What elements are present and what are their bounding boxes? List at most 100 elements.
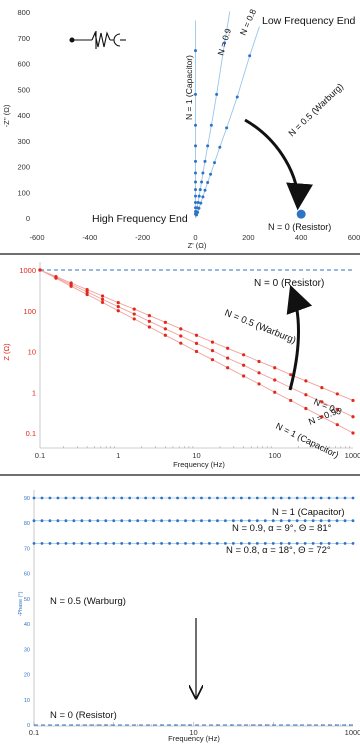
data-point (257, 382, 261, 386)
data-point (72, 496, 76, 500)
data-point (128, 496, 132, 500)
y-tick-label: 100 (23, 307, 36, 316)
data-point (273, 378, 277, 382)
data-point (225, 126, 229, 130)
data-point (335, 519, 339, 523)
data-point (72, 542, 76, 545)
phase-y-axis-title: -Phase (°) (18, 591, 24, 616)
data-point (96, 496, 100, 500)
nyquist-x-axis-title: Z' (Ω) (188, 241, 207, 250)
data-point (96, 519, 100, 523)
data-point (88, 496, 92, 500)
magnitude-data-points (38, 268, 355, 435)
data-point (311, 519, 315, 523)
data-point (194, 333, 199, 337)
y-tick-label: 1000 (19, 266, 36, 275)
data-point (335, 542, 339, 545)
y-tick-label: 60 (24, 572, 30, 578)
series-label-n09: N = 0.9 (215, 27, 233, 57)
data-point (56, 542, 60, 545)
data-point (85, 290, 89, 294)
y-tick-label: 10 (24, 698, 30, 704)
data-point (147, 314, 151, 318)
data-point (304, 406, 308, 411)
data-point (120, 519, 124, 523)
data-point (104, 496, 108, 500)
data-point (226, 356, 230, 360)
data-point (351, 542, 355, 545)
data-point (263, 519, 267, 523)
y-tick-label: 90 (24, 496, 30, 502)
y-tick-label: 80 (24, 521, 30, 527)
data-point (136, 496, 140, 500)
data-point (152, 542, 156, 545)
y-tick-label: 30 (24, 647, 30, 653)
data-point (319, 496, 323, 500)
y-tick-label: 40 (24, 622, 30, 628)
phase-capacitor-label: N = 1 (Capacitor) (272, 507, 345, 518)
data-point (88, 542, 92, 545)
data-point (152, 496, 156, 500)
panel-divider (0, 253, 360, 255)
data-point (279, 542, 283, 545)
data-point (210, 358, 215, 362)
data-point (295, 519, 299, 523)
data-point (279, 519, 283, 523)
data-point (168, 519, 171, 523)
warburg-arrow (244, 118, 314, 211)
data-point (320, 400, 324, 404)
bode-magnitude-panel: 0.1 1 10 100 1000 0.1 1 10 100 1000 N = 0 (Resist… (2, 262, 360, 469)
data-point (247, 542, 251, 545)
y-tick-label: 800 (17, 8, 30, 17)
x-tick-label: 1000 (345, 451, 360, 460)
data-point (40, 542, 44, 545)
data-point (320, 415, 324, 419)
data-point (327, 496, 331, 500)
warburg-label: N = 0.5 (Warburg) (286, 81, 345, 138)
data-point (311, 496, 315, 500)
data-point (116, 305, 120, 309)
data-point (96, 542, 100, 545)
data-point (56, 496, 60, 500)
data-point (242, 363, 246, 367)
series-label-capacitor: N = 1 (Capacitor) (184, 55, 194, 120)
data-point (128, 542, 132, 545)
y-tick-label: 10 (28, 348, 36, 357)
phase-n09-label: N = 0.9, α = 9°, Θ = 81° (232, 523, 332, 534)
data-point (255, 519, 259, 523)
x-tick-label: 0.1 (35, 451, 45, 460)
data-point (194, 341, 199, 346)
phase-n08-label: N = 0.8, α = 18°, Θ = 72° (226, 545, 331, 556)
data-point (271, 542, 275, 545)
y-tick-label: 0 (26, 214, 30, 223)
data-point (147, 325, 151, 329)
phase-resistor-label: N = 0 (Resistor) (50, 710, 117, 721)
data-point (168, 496, 171, 500)
resistor-label: N = 0 (Resistor) (268, 222, 331, 232)
data-point (235, 95, 239, 99)
data-point (132, 312, 136, 316)
data-point (224, 496, 227, 500)
data-point (40, 496, 44, 500)
data-point (195, 213, 199, 217)
x-tick-label: 200 (242, 233, 255, 242)
data-point (197, 206, 201, 210)
data-point (319, 542, 323, 545)
data-point (218, 145, 222, 149)
data-point (335, 392, 339, 396)
data-point (179, 341, 183, 345)
nyquist-axes: -600 -400 -200 0 200 400 600 0 100 200 300 400 500 60… (17, 8, 360, 242)
data-point (206, 144, 210, 148)
data-point (351, 415, 355, 419)
data-point (56, 519, 60, 523)
x-tick-label: 10 (189, 728, 197, 737)
data-point (226, 366, 230, 370)
data-point (208, 542, 211, 545)
data-point (163, 327, 167, 331)
data-point (64, 496, 68, 500)
data-point (116, 309, 120, 313)
data-point (257, 359, 261, 364)
data-point (147, 319, 151, 323)
data-point (210, 340, 215, 344)
